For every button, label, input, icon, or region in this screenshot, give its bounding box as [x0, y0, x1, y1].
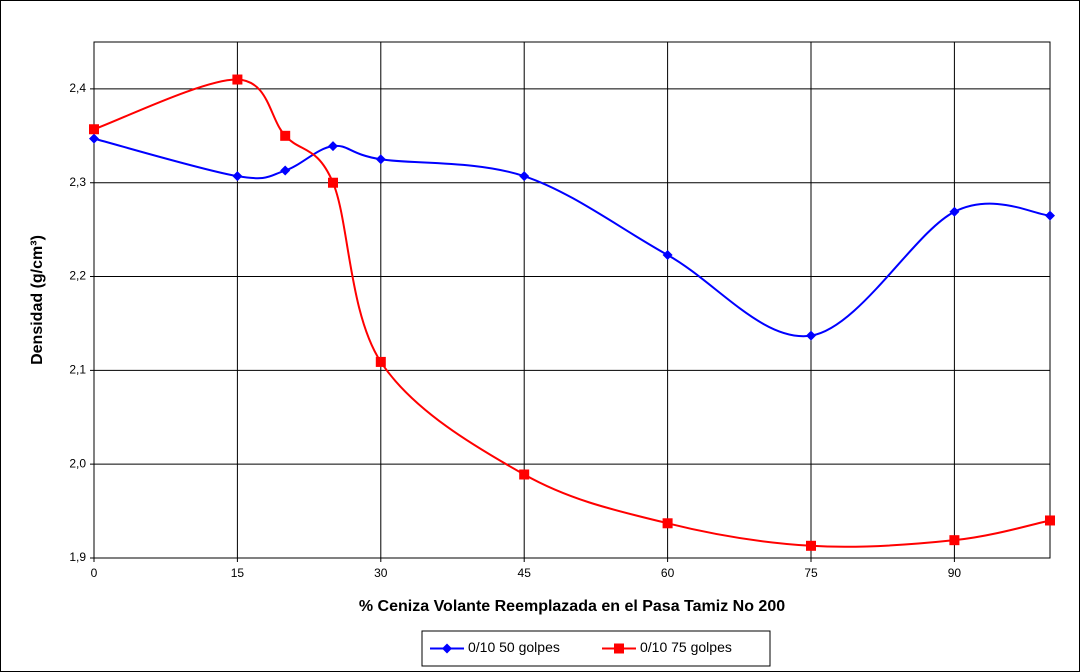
- y-axis-label: Densidad (g/cm³): [29, 235, 46, 365]
- data-point: [232, 171, 243, 182]
- data-point: [949, 206, 960, 217]
- x-tick-label: 90: [948, 566, 962, 580]
- x-tick-label: 60: [661, 566, 675, 580]
- data-point: [806, 540, 816, 551]
- data-point: [89, 133, 99, 144]
- data-point: [519, 469, 530, 480]
- legend-label: 0/10 50 golpes: [468, 639, 560, 655]
- legend-marker: [614, 643, 624, 654]
- x-axis-label: % Ceniza Volante Reemplazada en el Pasa …: [359, 598, 785, 615]
- x-tick-label: 45: [518, 566, 532, 580]
- data-point: [232, 74, 243, 85]
- data-point: [89, 124, 99, 135]
- data-point: [1045, 515, 1055, 526]
- y-tick-label: 1,9: [69, 550, 86, 564]
- plot-area: [93, 41, 1051, 559]
- y-tick-label: 2,3: [69, 175, 86, 189]
- series-line: [93, 78, 1051, 548]
- data-point: [949, 535, 960, 546]
- y-tick-label: 2,0: [69, 456, 86, 470]
- data-point: [1045, 210, 1055, 221]
- legend-marker: [442, 643, 452, 654]
- data-point: [662, 518, 673, 529]
- data-point: [806, 330, 816, 341]
- y-tick-label: 2,4: [69, 81, 86, 95]
- x-tick-label: 0: [91, 566, 98, 580]
- data-point: [375, 154, 386, 165]
- data-point: [662, 249, 673, 260]
- x-tick-label: 30: [374, 566, 388, 580]
- legend-box: [421, 630, 771, 667]
- data-point: [280, 130, 291, 141]
- y-tick-label: 2,1: [69, 363, 86, 377]
- x-tick-label: 15: [231, 566, 245, 580]
- data-point: [280, 165, 291, 176]
- data-point: [328, 177, 338, 188]
- legend-label: 0/10 75 golpes: [640, 639, 732, 655]
- data-point: [328, 141, 338, 152]
- data-point: [375, 356, 386, 367]
- x-tick-label: 75: [804, 566, 818, 580]
- data-point: [519, 171, 530, 182]
- y-tick-label: 2,2: [69, 269, 86, 283]
